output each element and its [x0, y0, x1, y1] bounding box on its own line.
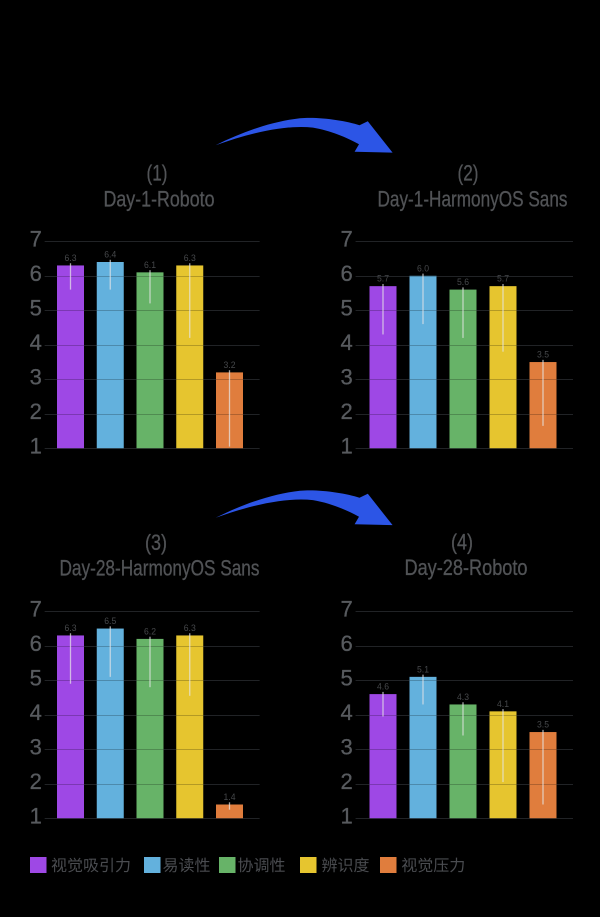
- svg-text:2: 2: [30, 399, 42, 424]
- svg-text:6: 6: [340, 631, 352, 656]
- svg-text:1.4: 1.4: [224, 792, 236, 802]
- svg-text:3.2: 3.2: [224, 360, 236, 370]
- svg-text:7: 7: [340, 226, 352, 251]
- svg-text:5: 5: [340, 665, 352, 690]
- svg-text:(3): (3): [145, 530, 167, 555]
- svg-text:4.6: 4.6: [377, 682, 389, 692]
- svg-text:4: 4: [340, 330, 352, 355]
- svg-text:5: 5: [30, 295, 42, 320]
- svg-text:5.1: 5.1: [417, 664, 429, 674]
- svg-text:6.3: 6.3: [184, 253, 196, 263]
- svg-text:4: 4: [30, 330, 42, 355]
- svg-text:1: 1: [30, 803, 42, 828]
- svg-text:2: 2: [340, 769, 352, 794]
- svg-text:2: 2: [340, 399, 352, 424]
- svg-text:2: 2: [30, 769, 42, 794]
- svg-text:3.5: 3.5: [537, 720, 549, 730]
- svg-text:1: 1: [340, 803, 352, 828]
- svg-text:4.3: 4.3: [457, 692, 469, 702]
- svg-text:3: 3: [30, 734, 42, 759]
- svg-text:5.7: 5.7: [377, 274, 389, 284]
- svg-text:6.0: 6.0: [417, 263, 429, 273]
- svg-text:1: 1: [30, 433, 42, 458]
- svg-text:5.7: 5.7: [497, 274, 509, 284]
- svg-text:(2): (2): [458, 161, 479, 186]
- svg-text:7: 7: [340, 596, 352, 621]
- svg-text:6.3: 6.3: [65, 253, 77, 263]
- svg-text:5: 5: [30, 665, 42, 690]
- svg-text:4: 4: [30, 700, 42, 725]
- svg-text:3: 3: [30, 364, 42, 389]
- svg-text:Day-1-Roboto: Day-1-Roboto: [104, 187, 215, 212]
- svg-text:6.4: 6.4: [104, 250, 116, 260]
- svg-text:6: 6: [30, 261, 42, 286]
- svg-text:6: 6: [340, 261, 352, 286]
- svg-text:4: 4: [340, 700, 352, 725]
- svg-text:(1): (1): [147, 161, 168, 186]
- svg-text:6: 6: [30, 631, 42, 656]
- svg-text:5.6: 5.6: [457, 277, 469, 287]
- svg-text:Day-28-HarmonyOS Sans: Day-28-HarmonyOS Sans: [60, 556, 260, 581]
- svg-text:Day-28-Roboto: Day-28-Roboto: [405, 555, 528, 580]
- svg-text:Day-1-HarmonyOS Sans: Day-1-HarmonyOS Sans: [378, 187, 568, 212]
- svg-text:4.1: 4.1: [497, 699, 509, 709]
- svg-text:6.5: 6.5: [104, 616, 116, 626]
- svg-text:3: 3: [340, 734, 352, 759]
- svg-text:3.5: 3.5: [537, 350, 549, 360]
- svg-text:6.2: 6.2: [144, 626, 156, 636]
- svg-text:5: 5: [340, 295, 352, 320]
- svg-text:(4): (4): [451, 530, 473, 555]
- svg-text:6.1: 6.1: [144, 260, 156, 270]
- svg-text:6.3: 6.3: [184, 623, 196, 633]
- svg-text:6.3: 6.3: [65, 623, 77, 633]
- svg-text:7: 7: [30, 596, 42, 621]
- svg-text:3: 3: [340, 364, 352, 389]
- svg-text:1: 1: [340, 433, 352, 458]
- svg-text:7: 7: [30, 226, 42, 251]
